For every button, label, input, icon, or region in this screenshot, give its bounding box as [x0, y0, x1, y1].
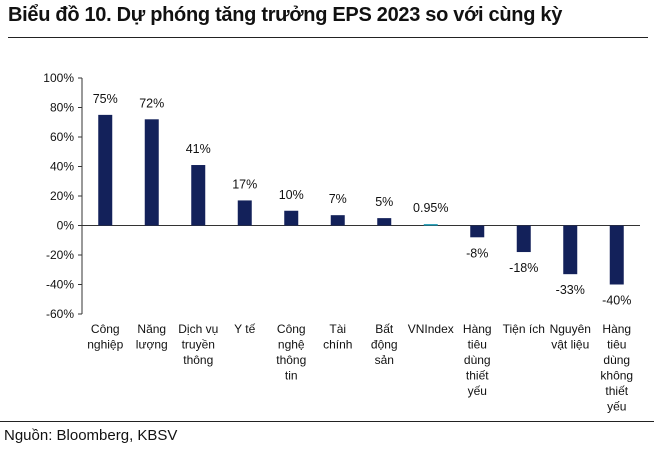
x-tick-label: Dịch vụ	[178, 322, 218, 336]
y-tick-label: -60%	[46, 307, 74, 321]
bar	[237, 200, 252, 226]
bar	[516, 225, 531, 253]
bar	[609, 225, 624, 285]
y-tick-label: 60%	[50, 130, 74, 144]
x-tick-label: Năng	[137, 322, 166, 336]
x-tick-label: chính	[323, 338, 352, 352]
x-tick-label: Tài	[329, 322, 346, 336]
y-tick-label: 100%	[43, 71, 74, 85]
x-tick-label: vật liệu	[551, 338, 589, 352]
x-tick-label: nghệ	[278, 338, 305, 352]
x-tick-label: Nguyên	[550, 322, 591, 336]
x-tick-label: Y tế	[234, 322, 255, 336]
x-tick-label: Tiện ích	[503, 322, 545, 336]
x-tick-label: tin	[285, 369, 298, 383]
data-label: 17%	[232, 177, 257, 191]
bar	[423, 224, 438, 226]
y-tick-label: -40%	[46, 278, 74, 292]
source-divider	[0, 421, 654, 422]
x-tick-label: thiết	[605, 384, 628, 398]
y-tick-label: 80%	[50, 101, 74, 115]
bar	[563, 225, 578, 275]
x-tick-label: thông	[183, 353, 213, 367]
y-tick-label: -20%	[46, 248, 74, 262]
x-tick-label: dùng	[603, 353, 630, 367]
x-tick-label: tiêu	[468, 338, 487, 352]
data-label: 0.95%	[413, 201, 448, 215]
title-divider	[8, 37, 648, 38]
x-tick-label: VNIndex	[408, 322, 454, 336]
x-tick-label: yếu	[607, 400, 626, 414]
bar	[284, 210, 299, 226]
x-tick-label: truyền	[182, 338, 215, 352]
data-label: 5%	[375, 195, 393, 209]
x-tick-label: yếu	[468, 384, 487, 398]
x-tick-label: Công	[91, 322, 120, 336]
data-label: -40%	[602, 294, 631, 308]
bar	[330, 215, 345, 226]
data-label: 41%	[186, 142, 211, 156]
x-tick-label: nghiệp	[87, 338, 123, 352]
bar	[144, 119, 159, 226]
data-label: 7%	[329, 192, 347, 206]
x-tick-label: thông	[276, 353, 306, 367]
y-tick-label: 40%	[50, 160, 74, 174]
x-tick-label: dùng	[464, 353, 491, 367]
x-tick-label: Hàng	[463, 322, 492, 336]
x-tick-label: động	[371, 338, 398, 352]
data-label: -18%	[509, 261, 538, 275]
x-tick-label: Công	[277, 322, 306, 336]
chart-source: Nguồn: Bloomberg, KBSV	[4, 427, 178, 444]
x-tick-label: Hàng	[602, 322, 631, 336]
data-label: -8%	[466, 246, 488, 260]
chart-title: Biểu đồ 10. Dự phóng tăng trưởng EPS 202…	[8, 4, 563, 26]
data-label: 10%	[279, 188, 304, 202]
data-label: 75%	[93, 92, 118, 106]
x-tick-label: thiết	[466, 369, 489, 383]
y-tick-label: 20%	[50, 189, 74, 203]
x-tick-label: tiêu	[607, 338, 626, 352]
bar	[191, 165, 206, 226]
x-tick-label: không	[600, 369, 633, 383]
x-tick-label: sản	[375, 353, 394, 367]
x-tick-label: Bất	[375, 322, 394, 336]
data-label: 72%	[139, 96, 164, 110]
bar	[377, 218, 392, 226]
y-tick-label: 0%	[57, 219, 75, 233]
x-tick-label: lượng	[136, 338, 168, 352]
bar	[98, 114, 113, 226]
data-label: -33%	[556, 283, 585, 297]
bar	[470, 225, 485, 238]
